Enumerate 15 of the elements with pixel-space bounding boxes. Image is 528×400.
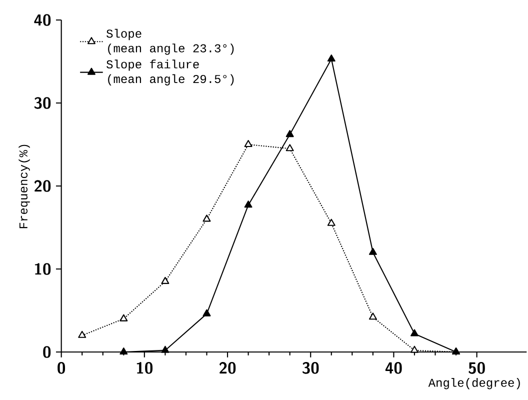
x-axis-title: Angle(degree) bbox=[428, 378, 520, 390]
y-tick-label: 10 bbox=[34, 263, 51, 275]
legend-label: Slope (mean angle 23.3°) bbox=[106, 28, 234, 55]
legend-label: Slope failure (mean angle 29.5°) bbox=[106, 60, 234, 86]
y-tick-label: 30 bbox=[34, 97, 51, 109]
y-tick-label: 0 bbox=[43, 346, 51, 358]
x-tick-label: 0 bbox=[58, 362, 66, 374]
y-tick-label: 20 bbox=[34, 180, 51, 192]
y-axis-title: Frequency(%) bbox=[18, 144, 30, 228]
x-tick-label: 30 bbox=[302, 362, 319, 374]
x-tick-label: 10 bbox=[136, 362, 153, 374]
x-tick-label: 40 bbox=[385, 362, 402, 374]
x-tick-label: 20 bbox=[219, 362, 236, 374]
y-tick-label: 40 bbox=[34, 14, 51, 26]
x-tick-label: 50 bbox=[468, 362, 485, 374]
